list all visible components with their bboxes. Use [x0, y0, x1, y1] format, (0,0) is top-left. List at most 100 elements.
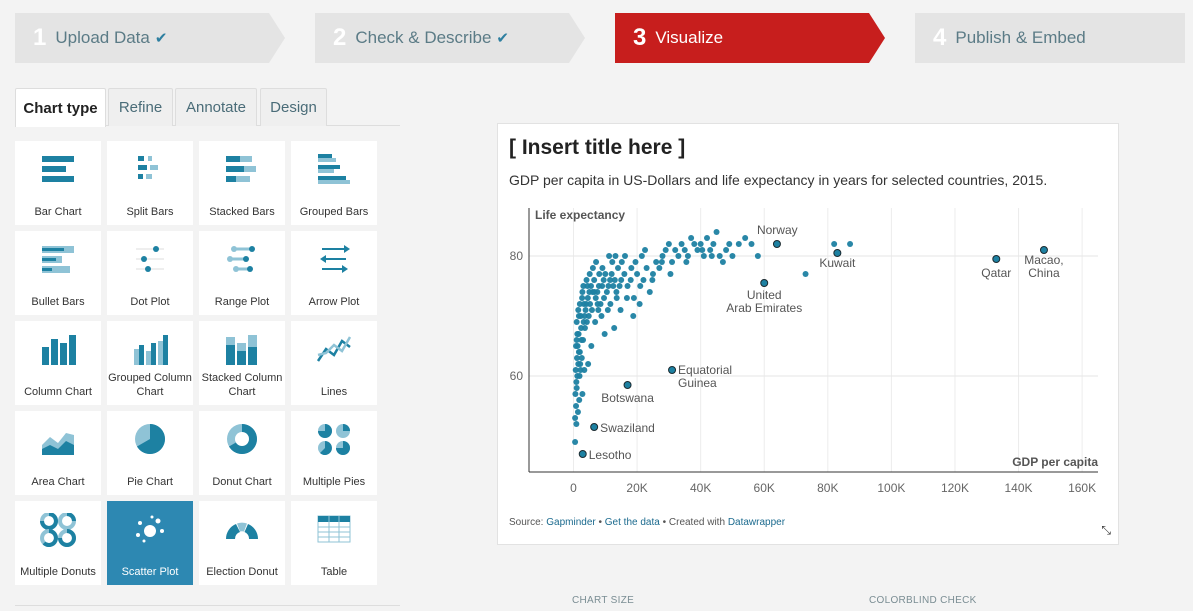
- scatter-point: [576, 373, 583, 379]
- scatter-point: [604, 307, 611, 313]
- chart-type-multiple-pies[interactable]: Multiple Pies: [291, 411, 377, 495]
- scatter-point: [646, 289, 653, 295]
- scatter-point: [580, 301, 587, 307]
- scatter-point: [585, 361, 592, 367]
- chart-type-range-plot[interactable]: Range Plot: [199, 231, 285, 315]
- chart-type-grouped-column-chart[interactable]: Grouped Column Chart: [107, 321, 193, 405]
- highlighted-point: [772, 240, 781, 248]
- scatter-point: [581, 325, 588, 331]
- chart-footer: Source: Gapminder • Get the data • Creat…: [509, 517, 785, 528]
- scatter-point: [642, 247, 649, 253]
- scatter-point: [638, 253, 645, 259]
- highlighted-point: [1039, 246, 1048, 254]
- chart-editor-tabs: Chart type Refine Annotate Design: [15, 88, 400, 127]
- footer-separator: •: [595, 517, 605, 528]
- scatter-point: [599, 265, 606, 271]
- scatter-point: [589, 265, 596, 271]
- get-data-link[interactable]: Get the data: [604, 517, 660, 528]
- point-annotation: Kuwait: [819, 256, 856, 270]
- scatter-point: [615, 265, 622, 271]
- chart-type-lines[interactable]: Lines: [291, 321, 377, 405]
- chart-type-dot-plot[interactable]: Dot Plot: [107, 231, 193, 315]
- check-icon: ✔: [496, 30, 509, 47]
- annotation-line: Guinea: [678, 376, 717, 390]
- scatter-point: [611, 277, 618, 283]
- point-annotation: Botswana: [601, 391, 654, 405]
- scatter-point: [573, 403, 580, 409]
- chart-title[interactable]: [ Insert title here ]: [509, 136, 686, 159]
- scatter-point: [592, 295, 599, 301]
- step-upload-data[interactable]: 1 Upload Data ✔: [15, 13, 285, 63]
- scatter-point: [675, 253, 682, 259]
- stacked-column-chart-icon: [226, 335, 257, 365]
- scatter-point: [606, 253, 613, 259]
- highlighted-point: [590, 423, 599, 431]
- chart-type-donut-chart[interactable]: Donut Chart: [199, 411, 285, 495]
- scatter-point: [578, 355, 585, 361]
- tab-design[interactable]: Design: [260, 88, 327, 126]
- step-visualize[interactable]: 3 Visualize: [615, 13, 885, 63]
- y-tick-label: 60: [510, 369, 524, 383]
- chart-type-label: Bar Chart: [34, 206, 82, 218]
- chart-type-split-bars[interactable]: Split Bars: [107, 141, 193, 225]
- resize-handle-icon[interactable]: ⤡: [1101, 523, 1111, 537]
- scatter-point: [613, 289, 620, 295]
- scatter-point: [579, 295, 586, 301]
- tab-refine[interactable]: Refine: [108, 88, 173, 126]
- chart-type-table[interactable]: Table: [291, 501, 377, 585]
- chart-type-grouped-bars[interactable]: Grouped Bars: [291, 141, 377, 225]
- x-tick-label: 120K: [941, 481, 969, 495]
- scatter-point: [600, 277, 607, 283]
- scatter-point: [592, 319, 599, 325]
- datawrapper-link[interactable]: Datawrapper: [727, 517, 786, 528]
- footer-created-with: • Created with: [659, 517, 728, 528]
- scatter-plot: 0 20K 40K 60K 80K 100K 120K 140K 160K 60 80 Life ex…: [510, 208, 1098, 495]
- chart-type-bar-chart[interactable]: Bar Chart: [15, 141, 101, 225]
- scatter-point: [713, 229, 720, 235]
- chart-type-label: Multiple Donuts: [20, 566, 96, 578]
- annotation-line: Macao,: [1024, 253, 1063, 267]
- panel-divider: [15, 605, 400, 606]
- scatter-point: [572, 391, 579, 397]
- scatter-point: [719, 259, 726, 265]
- scatter-point: [591, 289, 598, 295]
- source-link[interactable]: Gapminder: [546, 517, 596, 528]
- chart-size-label[interactable]: CHART SIZE: [572, 595, 635, 606]
- chart-type-election-donut[interactable]: Election Donut: [199, 501, 285, 585]
- chart-type-arrow-plot[interactable]: Arrow Plot: [291, 231, 377, 315]
- chart-type-label: Donut Chart: [212, 476, 272, 488]
- tab-chart-type[interactable]: Chart type: [15, 88, 106, 127]
- chart-type-stacked-column-chart[interactable]: Stacked Column Chart: [199, 321, 285, 405]
- chart-type-label: Column Chart: [24, 386, 92, 398]
- scatter-point: [579, 289, 586, 295]
- annotation-line: United: [747, 288, 782, 302]
- scatter-point: [697, 241, 704, 247]
- scatter-point: [847, 241, 854, 247]
- tab-annotate[interactable]: Annotate: [175, 88, 257, 126]
- annotation-line: Equatorial: [678, 363, 732, 377]
- scatter-point: [572, 415, 579, 421]
- scatter-point: [603, 289, 610, 295]
- step-label: Upload Data: [55, 28, 150, 47]
- colorblind-check-label[interactable]: COLORBLIND CHECK: [869, 595, 977, 606]
- step-number: 2: [333, 24, 347, 51]
- scatter-point: [649, 277, 656, 283]
- chart-type-pie-chart[interactable]: Pie Chart: [107, 411, 193, 495]
- scatter-point: [591, 277, 598, 283]
- chart-type-label: Multiple Pies: [302, 476, 366, 488]
- split-bars-icon: [138, 156, 158, 179]
- scatter-point: [754, 253, 761, 259]
- step-check-describe[interactable]: 2 Check & Describe ✔: [315, 13, 585, 63]
- x-tick-label: 80K: [817, 481, 838, 495]
- scatter-point: [601, 331, 608, 337]
- chart-type-column-chart[interactable]: Column Chart: [15, 321, 101, 405]
- chart-type-bullet-bars[interactable]: Bullet Bars: [15, 231, 101, 315]
- point-annotation: Norway: [757, 223, 798, 237]
- chart-type-stacked-bars[interactable]: Stacked Bars: [199, 141, 285, 225]
- chart-type-multiple-donuts[interactable]: Multiple Donuts: [15, 501, 101, 585]
- scatter-point: [610, 283, 617, 289]
- chart-type-label: Lines: [320, 386, 348, 398]
- step-publish-embed[interactable]: 4 Publish & Embed: [915, 13, 1185, 63]
- chart-type-scatter-plot[interactable]: Scatter Plot: [107, 501, 193, 585]
- chart-type-area-chart[interactable]: Area Chart: [15, 411, 101, 495]
